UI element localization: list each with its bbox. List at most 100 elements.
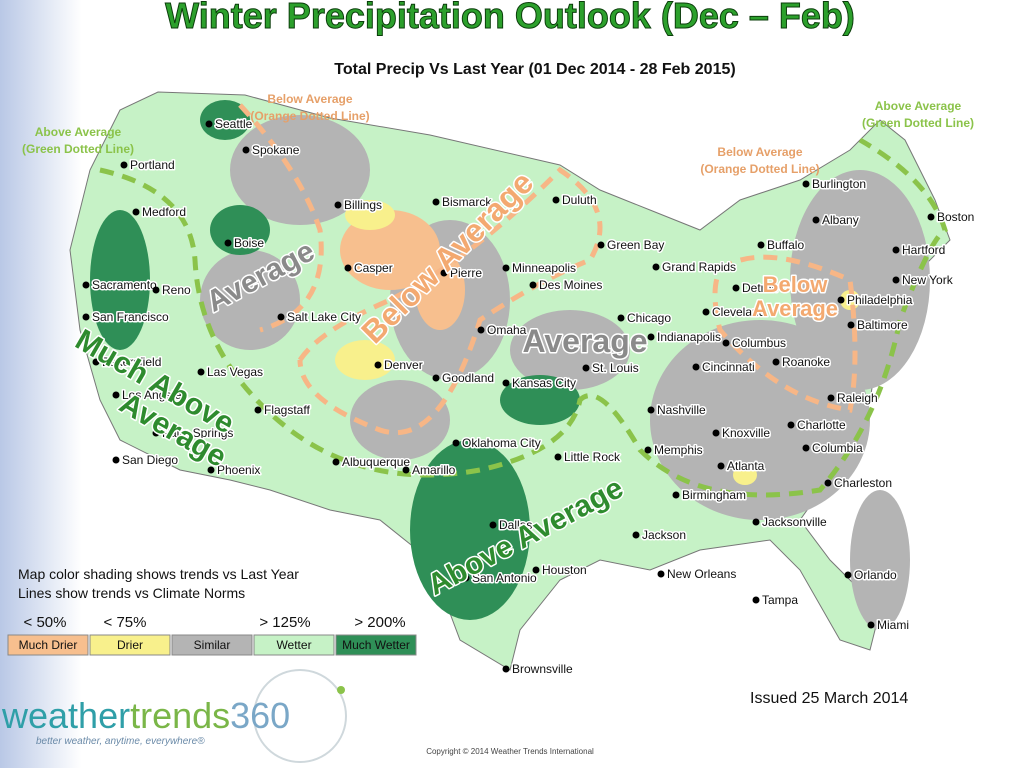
trend-lines: [99, 103, 948, 498]
city-dot: [132, 208, 140, 216]
city-dot: [374, 361, 382, 369]
city-label: Columbus: [732, 336, 786, 350]
city-dot: [752, 596, 760, 604]
city-label: New Orleans: [667, 567, 736, 581]
city-dot: [440, 269, 448, 277]
legend: Map color shading shows trends vs Last Y…: [7, 566, 417, 656]
us-map: Seattle Portland Spokane Medford Boise Sacram…: [69, 91, 976, 678]
city-dot: [824, 479, 832, 487]
region-label: Average: [521, 322, 649, 361]
city-label: Dallas: [499, 518, 532, 532]
city-dot: [732, 284, 740, 292]
city-label: Boise: [234, 236, 264, 250]
city-label: Raleigh: [837, 391, 878, 405]
city-label: Nashville: [657, 403, 706, 417]
city-label: Columbia: [812, 441, 863, 455]
city-dot: [632, 531, 640, 539]
similar-areas: [200, 115, 930, 630]
city-dot: [927, 213, 935, 221]
city-label: Cleveland: [712, 305, 765, 319]
city-label: Spokane: [252, 143, 300, 157]
city-dot: [617, 314, 625, 322]
city-label: Reno: [162, 283, 191, 297]
legend-swatch: [335, 634, 417, 656]
city-label: Las Vegas: [207, 365, 263, 379]
city-label: Miami: [877, 618, 909, 632]
legend-threshold: > 125%: [259, 614, 310, 631]
city-label: Albuquerque: [342, 455, 410, 469]
city-dot: [722, 339, 730, 347]
city-label: Los Angeles: [122, 388, 187, 402]
legend-swatch: [89, 634, 171, 656]
city-label: Des Moines: [539, 278, 602, 292]
city-label: Casper: [354, 261, 393, 275]
city-label: Boston: [937, 210, 974, 224]
city-dot: [717, 462, 725, 470]
city-label: Grand Rapids: [662, 260, 736, 274]
city-dot: [502, 665, 510, 673]
city-dot: [582, 364, 590, 372]
city-label: New York: [902, 273, 954, 287]
annotation: Above Average: [35, 125, 122, 139]
city-dot: [844, 571, 852, 579]
region-label-text: Average: [522, 323, 647, 359]
city-label: Duluth: [562, 193, 597, 207]
city-dot: [802, 180, 810, 188]
city-dot: [254, 406, 262, 414]
city-dot: [402, 466, 410, 474]
city-label: Jackson: [642, 528, 686, 542]
city-label: Birmingham: [682, 488, 746, 502]
city-label: Medford: [142, 205, 186, 219]
city-label: San Diego: [122, 453, 178, 467]
city-label: Philadelphia: [847, 293, 913, 307]
logo-dot: [337, 686, 345, 694]
annotation: Below Average: [717, 145, 802, 159]
city-label: Green Bay: [607, 238, 664, 252]
city-label: Buffalo: [767, 238, 804, 252]
logo-part: trends: [130, 695, 230, 736]
city-dot: [120, 161, 128, 169]
city-label: Houston: [542, 563, 587, 577]
city-label: Omaha: [487, 323, 527, 337]
city-label: Oklahoma City: [462, 436, 541, 450]
city-label: Charleston: [834, 476, 892, 490]
legend-label: Wetter: [276, 638, 311, 652]
city-label: Amarillo: [412, 463, 456, 477]
city-dot: [892, 276, 900, 284]
city-label: Goodland: [442, 371, 494, 385]
city-label: San Francisco: [92, 310, 169, 324]
city-dot: [672, 491, 680, 499]
annotation: (Green Dotted Line): [862, 116, 974, 130]
subtitle: Total Precip Vs Last Year (01 Dec 2014 -…: [334, 61, 735, 78]
us-outline: [69, 91, 951, 671]
city-dot: [529, 281, 537, 289]
city-label: Portland: [130, 158, 175, 172]
annotation: Below Average: [267, 92, 352, 106]
annotation: (Green Dotted Line): [22, 142, 134, 156]
city-dot: [92, 358, 100, 366]
city-label: Bakersfield: [102, 355, 161, 369]
title: Winter Precipitation Outlook (Dec – Feb): [165, 0, 855, 36]
city-dot: [224, 239, 232, 247]
city-dot: [867, 621, 875, 629]
city-label: Burlington: [812, 177, 866, 191]
city-dot: [344, 264, 352, 272]
copyright: Copyright © 2014 Weather Trends Internat…: [426, 747, 594, 756]
city-label: Memphis: [654, 443, 703, 457]
legend-label: Much Drier: [19, 638, 78, 652]
legend-swatch: [171, 634, 253, 656]
region-label-text: Average: [752, 296, 838, 321]
city-dot: [489, 521, 497, 529]
city-dot: [532, 566, 540, 574]
city-dot: [277, 313, 285, 321]
city-dot: [205, 120, 213, 128]
city-label: Seattle: [215, 117, 253, 131]
city-label: St. Louis: [592, 361, 639, 375]
city-label: Chicago: [627, 311, 671, 325]
city-dot: [772, 358, 780, 366]
city-dot: [432, 198, 440, 206]
city-dot: [334, 201, 342, 209]
city-label: Detroit: [742, 281, 778, 295]
city-dot: [112, 391, 120, 399]
logo-part: 360: [230, 695, 290, 736]
